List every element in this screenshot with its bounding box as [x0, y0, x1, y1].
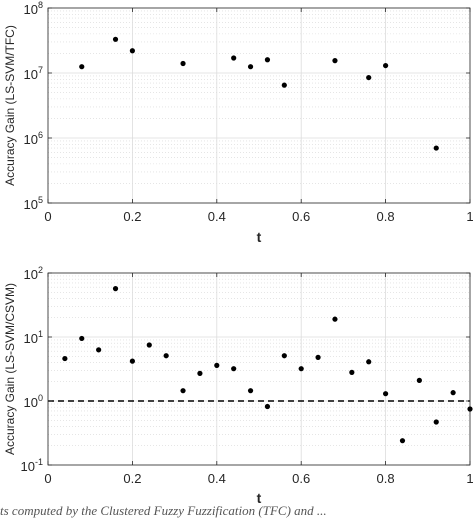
x-tick-label: 0	[44, 471, 51, 486]
data-point	[332, 58, 338, 64]
data-point	[112, 36, 119, 42]
data-point	[264, 403, 271, 410]
x-tick-label: 1	[466, 209, 473, 224]
y-tick-label: 100	[24, 393, 43, 410]
data-point	[315, 354, 321, 361]
x-axis-label: t	[257, 229, 262, 245]
data-point	[247, 64, 254, 70]
data-point	[214, 362, 220, 368]
data-point	[62, 355, 68, 362]
data-point	[264, 57, 271, 63]
x-tick-label: 0.6	[292, 471, 310, 486]
x-tick-label: 0.8	[377, 209, 395, 224]
data-point	[366, 74, 372, 81]
grid	[47, 7, 471, 204]
axes-box	[47, 272, 471, 466]
y-tick-label: 105	[24, 195, 43, 212]
x-tick-label: 0.4	[208, 209, 226, 224]
data-point	[349, 369, 355, 375]
data-point	[96, 347, 102, 353]
data-point	[332, 316, 338, 322]
data-point	[416, 377, 422, 383]
data-point	[163, 353, 169, 359]
data-point	[433, 419, 439, 425]
x-tick-label: 0.8	[377, 471, 395, 486]
data-point	[146, 342, 152, 348]
data-point	[281, 82, 287, 88]
plot-area	[48, 8, 470, 203]
data-point	[112, 286, 119, 292]
data-point	[433, 145, 439, 151]
data-point	[197, 370, 203, 376]
data-point	[79, 64, 85, 70]
series-points	[79, 36, 439, 151]
data-point	[383, 391, 389, 397]
data-point	[450, 390, 456, 396]
y-tick-label: 102	[24, 265, 43, 282]
x-tick-label: 0.6	[292, 209, 310, 224]
x-tick-label: 0.2	[123, 471, 141, 486]
data-point	[79, 335, 85, 342]
data-point	[399, 438, 406, 444]
data-point	[467, 406, 473, 412]
chart-2: 0 0.2 0.4 0.6 0.8 1 10-1 100 101 102 t Accuracy Gai…	[3, 265, 474, 506]
y-tick-label: 101	[24, 329, 43, 346]
data-point	[298, 366, 304, 372]
x-axis-label: t	[257, 490, 262, 506]
x-tick-label: 0.4	[208, 471, 226, 486]
y-tick-label: 107	[24, 65, 43, 82]
data-point	[231, 55, 237, 61]
x-tick-label: 0	[44, 209, 51, 224]
series-points	[62, 286, 473, 444]
y-axis-label: Accuracy Gain (LS-SVM/TFC)	[3, 25, 17, 186]
data-point	[366, 359, 372, 365]
data-point	[383, 62, 389, 69]
y-axis-label: Accuracy Gain (LS-SVM/CSVM)	[3, 283, 17, 455]
data-point	[281, 353, 287, 359]
x-tick-label: 1	[466, 471, 473, 486]
y-tick-label: 10-1	[21, 457, 43, 474]
data-point	[129, 358, 135, 364]
data-point	[247, 388, 254, 394]
data-point	[180, 388, 186, 394]
figure-caption: ts computed by the Clustered Fuzzy Fuzzi…	[0, 503, 327, 518]
y-tick-label: 108	[24, 0, 43, 17]
axes-box	[47, 7, 471, 204]
data-point	[231, 366, 237, 372]
data-point	[129, 48, 135, 54]
data-point	[180, 60, 186, 67]
plot-area	[48, 273, 470, 465]
chart-1: 0 0.2 0.4 0.6 0.8 1 105 106 107 108 t Accuracy Gain…	[3, 0, 474, 245]
x-tick-label: 0.2	[123, 209, 141, 224]
y-tick-label: 106	[24, 130, 43, 147]
